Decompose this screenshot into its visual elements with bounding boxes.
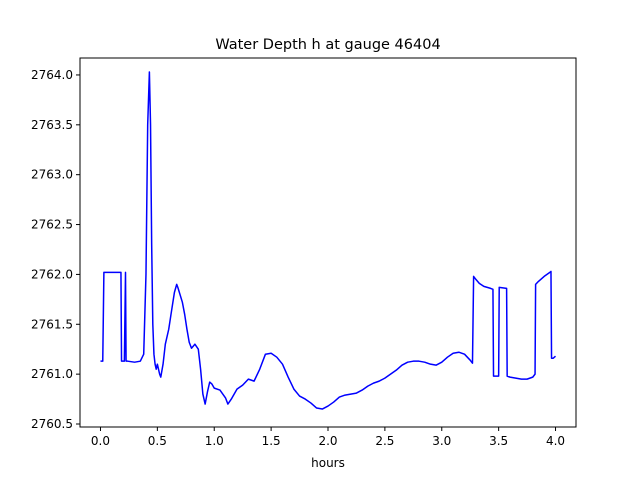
chart-title: Water Depth h at gauge 46404 [215, 37, 440, 53]
x-tick-label: 4.0 [546, 434, 565, 448]
plot-frame [79, 57, 577, 428]
x-tick-label: 3.5 [489, 434, 508, 448]
x-tick-label: 1.5 [262, 434, 281, 448]
x-axis-label: hours [311, 456, 345, 470]
y-axis-ticks: 2760.5 2761.0 2761.5 2762.0 2762.5 2763.0 2763… [31, 68, 80, 431]
y-tick-label: 2763.0 [31, 168, 73, 182]
y-tick-label: 2761.5 [31, 317, 73, 331]
x-tick-label: 0.5 [148, 434, 167, 448]
x-tick-label: 3.0 [432, 434, 451, 448]
y-tick-label: 2762.5 [31, 218, 73, 232]
y-tick-label: 2761.0 [31, 367, 73, 381]
y-tick-label: 2760.5 [31, 417, 73, 431]
y-tick-label: 2764.0 [31, 68, 73, 82]
x-axis-ticks: 0.0 0.5 1.0 1.5 2.0 2.5 3.0 3.5 4.0 [91, 427, 565, 448]
series-line-0 [100, 71, 557, 410]
plot-content [100, 71, 557, 410]
x-tick-label: 2.5 [375, 434, 394, 448]
x-tick-label: 2.0 [318, 434, 337, 448]
x-tick-label: 1.0 [205, 434, 224, 448]
y-tick-label: 2763.5 [31, 118, 73, 132]
x-tick-label: 0.0 [91, 434, 110, 448]
y-tick-label: 2762.0 [31, 267, 73, 281]
